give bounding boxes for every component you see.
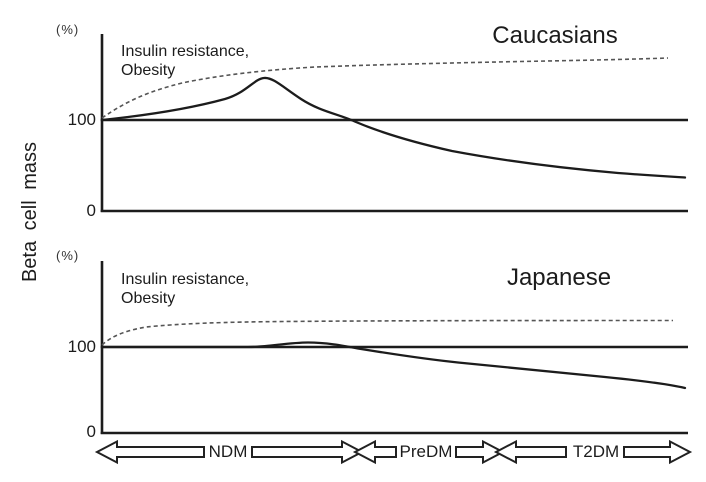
- stage-arrow-band: [94, 439, 693, 465]
- ndm-left-arrow-icon: [94, 439, 205, 465]
- bottom-tick-0: 0: [86, 422, 96, 441]
- bottom-panel-plot: [100, 261, 688, 435]
- bottom-panel-title: Japanese: [506, 264, 612, 291]
- top-tick-100: 100: [67, 110, 96, 129]
- stage-label-predm: PreDM: [399, 442, 453, 461]
- top-panel-plot: [100, 34, 688, 213]
- bottom-beta-cell-mass-curve: [100, 341, 687, 390]
- t2dm-left-arrow-icon: [493, 439, 567, 465]
- top-tick-0: 0: [86, 201, 96, 220]
- predm-right-arrow-icon: [455, 439, 506, 465]
- bottom-insulin-resistance-label: Insulin resistance, Obesity: [121, 271, 250, 307]
- stage-label-t2dm: T2DM: [572, 442, 620, 461]
- t2dm-right-arrow-icon: [623, 439, 693, 465]
- ndm-right-arrow-icon: [251, 439, 365, 465]
- bottom-tick-100: 100: [67, 337, 96, 356]
- top-insulin-resistance-label: Insulin resistance, Obesity: [121, 43, 250, 79]
- top-panel-title: Caucasians: [492, 22, 618, 49]
- y-axis-label: Beta cell mass: [19, 141, 41, 283]
- predm-left-arrow-icon: [352, 439, 397, 465]
- bottom-unit-label: (%): [56, 248, 80, 263]
- top-insulin-resistance-curve: [101, 57, 669, 119]
- top-beta-cell-mass-curve: [100, 76, 687, 179]
- stage-label-ndm: NDM: [208, 442, 248, 461]
- top-unit-label: (%): [56, 22, 80, 37]
- bottom-insulin-resistance-curve: [101, 319, 674, 346]
